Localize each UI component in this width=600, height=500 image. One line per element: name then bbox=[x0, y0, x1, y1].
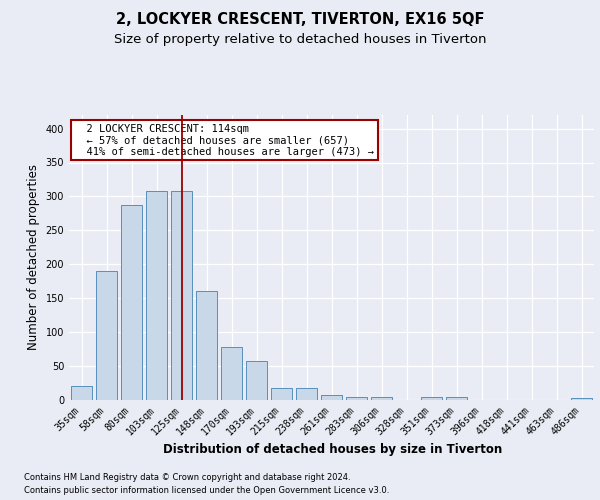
Bar bbox=[371, 396, 392, 400]
Bar bbox=[246, 362, 267, 400]
Bar bbox=[146, 191, 167, 400]
Bar bbox=[321, 395, 342, 400]
Text: 2 LOCKYER CRESCENT: 114sqm
  ← 57% of detached houses are smaller (657)
  41% of: 2 LOCKYER CRESCENT: 114sqm ← 57% of deta… bbox=[74, 124, 374, 157]
Text: Distribution of detached houses by size in Tiverton: Distribution of detached houses by size … bbox=[163, 442, 503, 456]
Bar bbox=[296, 388, 317, 400]
Bar bbox=[346, 398, 367, 400]
Text: 2, LOCKYER CRESCENT, TIVERTON, EX16 5QF: 2, LOCKYER CRESCENT, TIVERTON, EX16 5QF bbox=[116, 12, 484, 28]
Bar bbox=[571, 398, 592, 400]
Bar bbox=[421, 398, 442, 400]
Bar bbox=[221, 347, 242, 400]
Bar bbox=[96, 271, 117, 400]
Bar bbox=[196, 292, 217, 400]
Text: Contains public sector information licensed under the Open Government Licence v3: Contains public sector information licen… bbox=[24, 486, 389, 495]
Bar bbox=[71, 386, 92, 400]
Bar bbox=[171, 191, 192, 400]
Bar bbox=[446, 398, 467, 400]
Bar bbox=[271, 388, 292, 400]
Text: Size of property relative to detached houses in Tiverton: Size of property relative to detached ho… bbox=[114, 32, 486, 46]
Text: Contains HM Land Registry data © Crown copyright and database right 2024.: Contains HM Land Registry data © Crown c… bbox=[24, 472, 350, 482]
Bar bbox=[121, 204, 142, 400]
Y-axis label: Number of detached properties: Number of detached properties bbox=[27, 164, 40, 350]
